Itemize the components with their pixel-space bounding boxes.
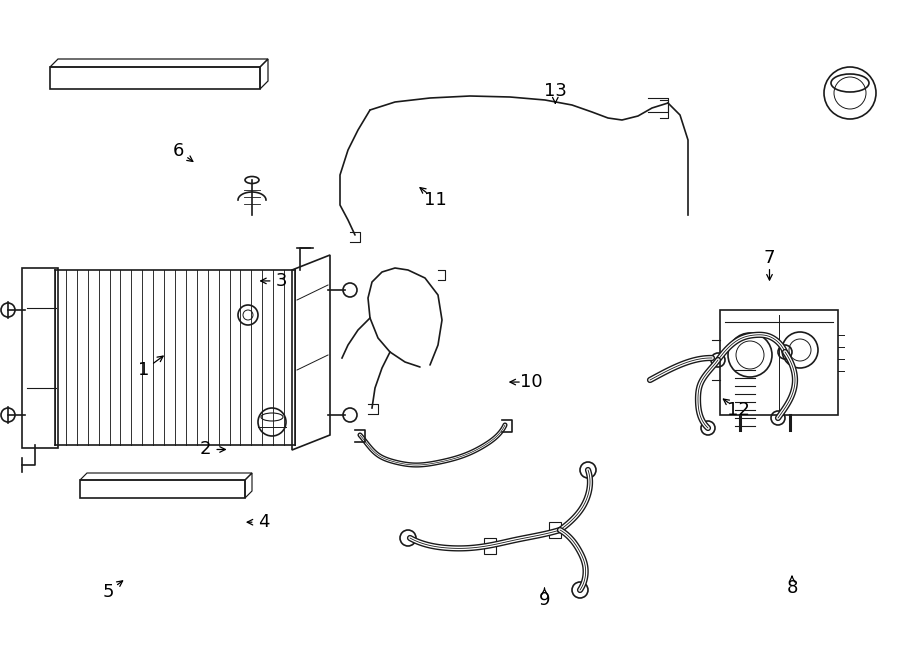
Text: 8: 8 — [787, 579, 797, 598]
Text: 13: 13 — [544, 82, 567, 100]
Text: 3: 3 — [276, 272, 287, 290]
Text: 2: 2 — [200, 440, 211, 459]
Text: 12: 12 — [726, 401, 750, 419]
Text: 4: 4 — [258, 513, 269, 531]
Bar — [720, 310, 838, 415]
Text: 5: 5 — [103, 582, 113, 601]
Text: 7: 7 — [764, 249, 775, 267]
Text: 1: 1 — [139, 361, 149, 379]
Bar — [549, 522, 561, 538]
Text: 11: 11 — [424, 190, 447, 209]
Text: 10: 10 — [519, 373, 543, 391]
Bar — [484, 538, 496, 554]
Text: 6: 6 — [173, 141, 184, 160]
Text: 9: 9 — [539, 591, 550, 609]
